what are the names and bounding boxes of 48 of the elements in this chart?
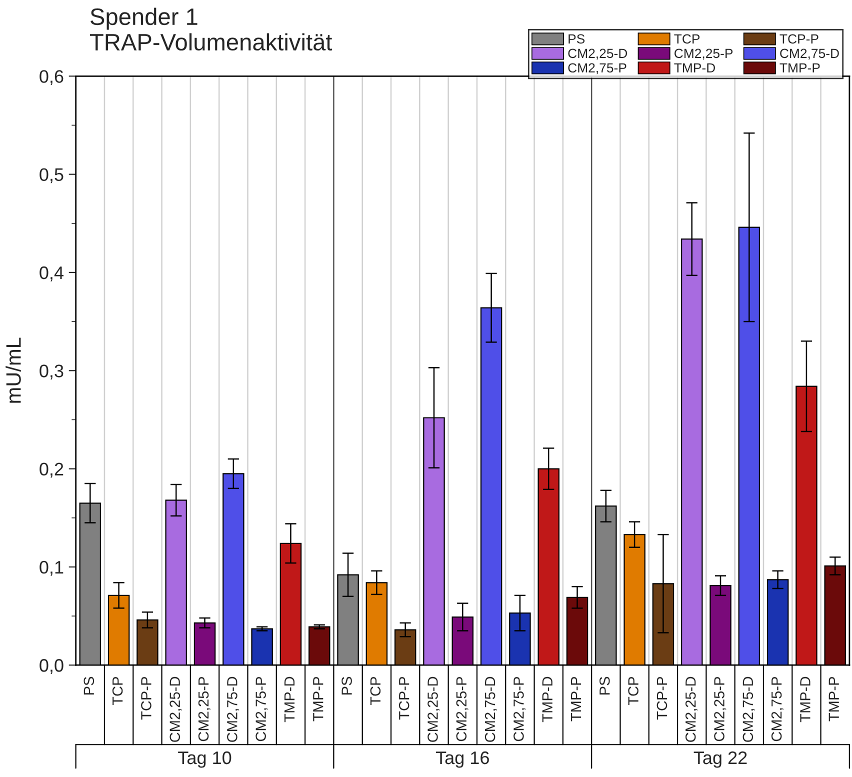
legend-label: CM2,75-P (568, 63, 626, 74)
text: TCP-P (398, 676, 410, 720)
text: CM2,75-D (742, 676, 755, 742)
legend-label: TCP-P (780, 34, 818, 44)
legend-label: TMP-P (780, 63, 820, 72)
text: TCP (112, 676, 123, 706)
text: TMP-P (313, 676, 324, 722)
text: TCP (370, 676, 381, 706)
y-tick-label: 0,2 (40, 462, 64, 478)
text: CM2,75-P (256, 676, 268, 742)
text: CM2,25-D (685, 676, 698, 742)
text: CM2,75-P (771, 676, 784, 742)
text: CM2,25-D (428, 676, 440, 742)
x-tick-label: Tag 22 (694, 751, 747, 768)
y-tick-label: 0,0 (40, 659, 64, 674)
text: CM2,75-D (227, 676, 240, 742)
text: TCP (628, 676, 638, 706)
text: CM2,25-D (170, 676, 182, 742)
y-tick-label: 0,1 (40, 560, 64, 576)
text: TMP-D (284, 676, 294, 722)
legend-label: PS (568, 34, 585, 44)
text: CM2,25-P (456, 676, 468, 742)
text: PS (599, 676, 610, 694)
legend-label: TCP (674, 34, 700, 44)
y-tick-label: 0,5 (40, 168, 64, 184)
y-axis-title: mU/mL (6, 338, 21, 403)
text: TCP-P (141, 676, 152, 720)
text: TMP-P (570, 676, 582, 722)
text: CM2,25-P (198, 676, 210, 742)
text: CM2,75-D (484, 676, 497, 742)
chart-title: Spender 1 TRAP-Volumenaktivität (90, 8, 332, 51)
y-tick-label: 0,3 (40, 364, 64, 380)
y-tick-label: 0,6 (40, 70, 64, 85)
text: TMP-P (828, 676, 839, 722)
legend-label: TMP-D (674, 63, 715, 72)
text: TMP-D (542, 676, 552, 722)
x-tick-label: Tag 10 (178, 751, 232, 768)
y-tick-label: 0,4 (40, 266, 64, 282)
text: TMP-D (800, 676, 810, 722)
text: PS (342, 676, 352, 694)
legend-label: CM2,75-D (780, 48, 839, 60)
legend-label: CM2,25-D (568, 48, 628, 60)
text: CM2,25-P (714, 676, 726, 742)
text: CM2,75-P (514, 676, 526, 742)
x-tick-label: Tag 16 (436, 751, 489, 768)
legend-label: CM2,25-P (674, 48, 733, 60)
text: TCP-P (656, 676, 668, 720)
text: PS (84, 676, 94, 694)
